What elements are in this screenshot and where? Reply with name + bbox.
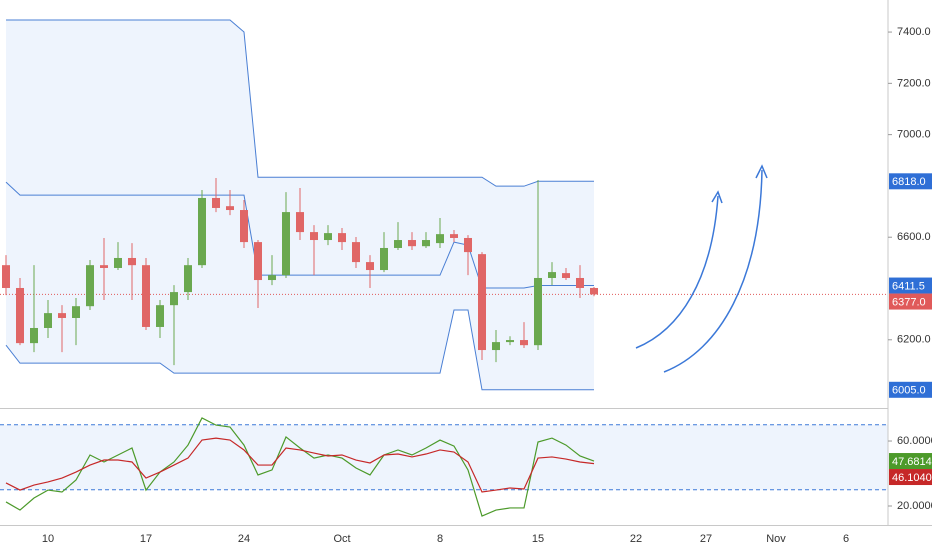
band-line xyxy=(5,181,594,289)
x-tick-label: 15 xyxy=(532,533,544,545)
candle-body xyxy=(422,240,430,247)
x-tick-label: 8 xyxy=(437,533,443,545)
y-tick-label: 6200.0 xyxy=(897,334,931,346)
candle-body xyxy=(142,265,150,327)
x-tick-label: 22 xyxy=(630,533,642,545)
candle-body xyxy=(198,197,206,266)
band-line xyxy=(5,309,594,391)
value-label: 6005.0 xyxy=(892,385,926,397)
candle-body xyxy=(394,240,402,248)
candle-body xyxy=(2,265,10,288)
x-tick-label: 17 xyxy=(140,533,152,545)
candles xyxy=(2,177,598,366)
value-label-box xyxy=(889,173,932,190)
candle-body xyxy=(212,197,220,208)
candle-body xyxy=(100,265,108,268)
candle-body xyxy=(352,242,360,263)
y-tick-label: 6600.0 xyxy=(897,231,931,243)
candle-body xyxy=(450,234,458,238)
arrow-curve xyxy=(663,169,763,373)
candle-body xyxy=(240,210,248,243)
value-label-box xyxy=(889,453,932,470)
x-tick-label: 6 xyxy=(843,533,849,545)
y-tick-label: 7400.0 xyxy=(897,26,931,38)
candle-body xyxy=(282,212,290,276)
candle-body xyxy=(436,234,444,244)
y-tick-label: 7000.0 xyxy=(897,129,931,141)
candle-body xyxy=(58,313,66,318)
candle-body xyxy=(506,340,514,343)
value-label: 47.6814 xyxy=(892,456,932,468)
candle-body xyxy=(128,257,136,266)
x-tick-label: 27 xyxy=(700,533,712,545)
candle-body xyxy=(170,292,178,306)
candle-body xyxy=(338,233,346,243)
candle-body xyxy=(548,272,556,278)
x-tick-label: Oct xyxy=(333,533,350,545)
arrow-head xyxy=(755,164,768,179)
y-tick-label: 7200.0 xyxy=(897,77,931,89)
candle-body xyxy=(576,277,584,288)
value-label: 6818.0 xyxy=(892,176,926,188)
candle-body xyxy=(478,254,486,351)
candle-body xyxy=(590,287,598,295)
arrow-curve xyxy=(635,195,719,349)
x-tick-label: Nov xyxy=(766,533,786,545)
candle-body xyxy=(408,240,416,247)
candle-body xyxy=(72,306,80,318)
candle-body xyxy=(464,237,472,253)
candle-body xyxy=(268,275,276,281)
x-tick-label: 10 xyxy=(42,533,54,545)
value-label-box xyxy=(889,293,932,310)
annotations xyxy=(635,164,768,373)
candle-body xyxy=(296,212,304,233)
x-tick-label: 24 xyxy=(238,533,250,545)
candle-body xyxy=(44,313,52,328)
y-tick-label: 60.0000 xyxy=(897,435,932,447)
level-band xyxy=(0,424,888,490)
band-line xyxy=(6,19,594,187)
axes: 6200.0 6600.0 7000.0 7200.0 7400.0 6818.0 6411… xyxy=(42,26,932,545)
value-label-box xyxy=(889,277,932,294)
value-label-box xyxy=(889,469,932,486)
candle-body xyxy=(16,287,24,344)
candle-body xyxy=(310,232,318,241)
value-label: 6411.5 xyxy=(892,280,925,292)
value-label: 6377.0 xyxy=(892,296,926,308)
candle-body xyxy=(184,265,192,293)
candle-body xyxy=(520,340,528,346)
value-label: 46.1040 xyxy=(892,472,932,484)
candle-body xyxy=(562,273,570,278)
candle-body xyxy=(226,206,234,211)
value-label-box xyxy=(889,381,932,398)
candle-body xyxy=(30,327,38,344)
oscillator-line xyxy=(5,417,595,517)
candle-body xyxy=(380,247,388,271)
candle-body xyxy=(534,277,542,346)
candle-body xyxy=(492,342,500,351)
oscillator-line xyxy=(5,437,595,493)
indicator-lines xyxy=(0,19,888,517)
candle-body xyxy=(114,257,122,268)
candle-body xyxy=(254,242,262,281)
y-tick-label: 20.0000 xyxy=(897,500,932,512)
candle-body xyxy=(366,262,374,271)
candle-body xyxy=(86,265,94,307)
arrow-head xyxy=(711,190,723,204)
candle-body xyxy=(156,305,164,327)
candle-body xyxy=(324,233,332,241)
